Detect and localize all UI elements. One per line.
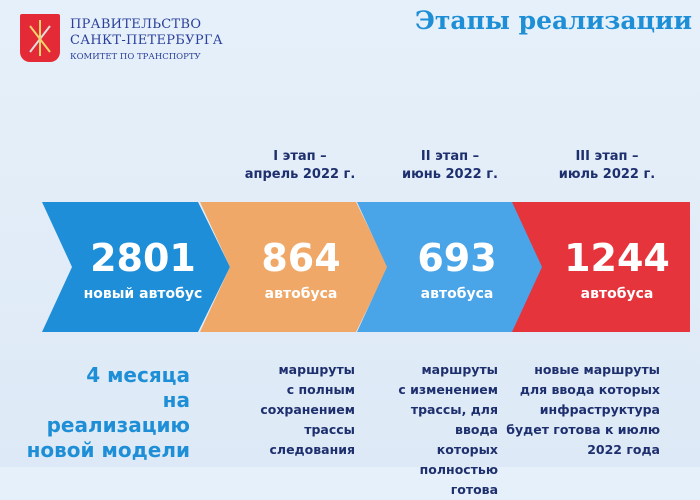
chevron-flow [42, 202, 690, 332]
summary-line: на реализацию [46, 388, 190, 437]
stage-date: апрель 2022 г. [244, 167, 356, 182]
stage-3-description: новые маршруты для ввода которых инфрастру… [506, 362, 660, 457]
stage-label: II этап – [420, 149, 480, 164]
spb-coat-of-arms-icon [20, 14, 60, 62]
stage-2-header: II этап – июнь 2022 г. [370, 148, 530, 184]
stage-2-caption: автобуса [420, 286, 494, 302]
stage-1-header: I этап – апрель 2022 г. [220, 148, 380, 184]
stage-label: III этап – [575, 149, 639, 164]
org-name-line1: ПРАВИТЕЛЬСТВО [70, 17, 202, 32]
chevron-total [42, 202, 230, 332]
stage-label: I этап – [273, 149, 327, 164]
org-committee: КОМИТЕТ ПО ТРАНСПОРТУ [70, 52, 201, 62]
stage-1-caption: автобуса [264, 286, 338, 302]
stage-3-caption: автобуса [580, 286, 654, 302]
summary-line: 4 месяца [86, 363, 190, 387]
summary-line: новой модели [26, 438, 190, 462]
total-buses-caption: новый автобус [83, 286, 203, 302]
stage-date: июнь 2022 г. [402, 167, 498, 182]
stage-1-number: 864 [261, 236, 341, 280]
stage-1-description: маршруты с полным сохранением трассы следова… [260, 362, 355, 457]
stage-3-number: 1244 [564, 236, 670, 280]
stage-date: июль 2022 г. [558, 167, 656, 182]
stage-2-number: 693 [417, 236, 497, 280]
chevron-stage-1 [200, 202, 388, 332]
stage-3-header: III этап – июль 2022 г. [527, 148, 687, 184]
stage-2-description: маршруты с изменением трассы, для ввода кот… [398, 362, 498, 497]
summary-text: 4 месяца на реализацию новой модели [20, 363, 190, 463]
total-buses-number: 2801 [90, 236, 196, 280]
page-title: Этапы реализации [415, 6, 693, 35]
org-name-line2: САНКТ-ПЕТЕРБУРГА [70, 33, 223, 48]
chevron-stage-3 [512, 202, 690, 332]
chevron-stage-2 [357, 202, 545, 332]
